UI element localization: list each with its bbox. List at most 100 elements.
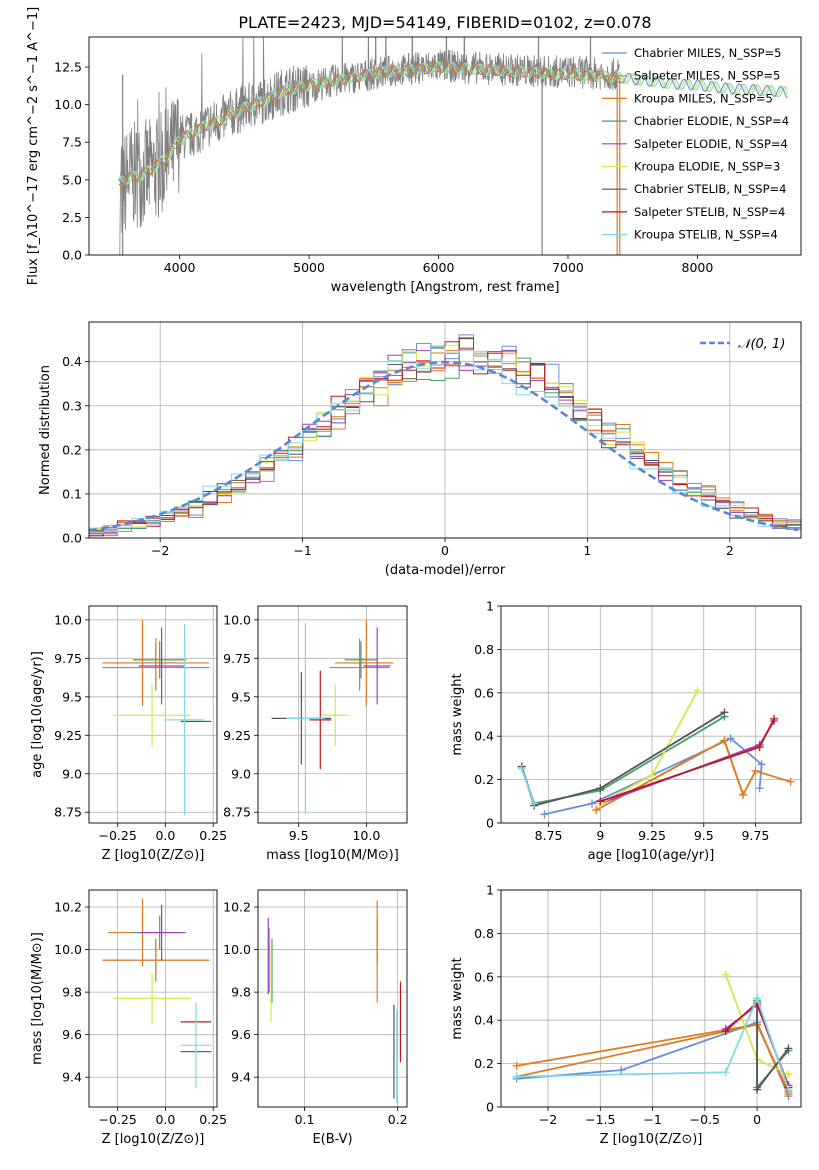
series-marker: [720, 736, 729, 745]
legend-label: Kroupa STELIB, N_SSP=4: [634, 228, 778, 242]
mass-weight-vs-metallicity-panel: −2 −1.5 −1 −0.5 0 0 0.2 0.4 0.6 0.8 1 Z [log10(Z/Z⊙…: [450, 883, 802, 1147]
series-marker: [755, 784, 764, 793]
y-tick-label: 10.0: [223, 942, 251, 957]
series-marker: [596, 797, 605, 806]
x-tick-label: −2: [539, 1112, 557, 1127]
y-tick-label: 8.75: [54, 805, 82, 820]
y-tick-label: 9.8: [231, 985, 251, 1000]
plot-area: [512, 970, 793, 1101]
age-vs-metallicity-panel: −0.25 0.0 0.25 8.75 9.0 9.25 9.5 9.75 10.0 Z [log…: [30, 605, 227, 863]
plot-area: [89, 334, 801, 537]
y-tick-label: 0.0: [62, 248, 82, 263]
y-tick-label: 10.0: [223, 612, 251, 627]
series-marker: [517, 764, 526, 773]
y-tick-label: 0: [486, 1100, 494, 1115]
x-axis-label: Z [log10(Z/Z⊙)]: [102, 848, 205, 863]
series-marker: [721, 970, 730, 979]
y-tick-label: 9.0: [231, 766, 251, 781]
axes-frame: [88, 889, 218, 1108]
series-marker: [753, 994, 762, 1003]
y-tick-label: 0.2: [474, 1056, 494, 1071]
model-spectrum: [118, 61, 788, 187]
axes-frame: [500, 889, 802, 1108]
x-tick-label: 10.0: [352, 828, 380, 843]
legend-label: 𝒩(0, 1): [738, 337, 785, 352]
series-marker: [784, 1085, 793, 1094]
y-tick-label: 10.2: [54, 900, 82, 915]
y-tick-label: 9.4: [62, 1070, 82, 1085]
x-axis-label: Z [log10(Z/Z⊙)]: [600, 1132, 703, 1147]
mass-weight-vs-age-panel: 8.75 9 9.25 9.5 9.75 0 0.2 0.4 0.6 0.8 1 age [log10…: [450, 599, 802, 863]
axes-frame: [88, 605, 218, 824]
x-tick-label: 9.25: [638, 828, 666, 843]
legend: Chabrier MILES, N_SSP=5 Salpeter MILES, N…: [602, 46, 789, 242]
y-tick-label: 9.5: [62, 689, 82, 704]
series-marker: [770, 714, 779, 723]
y-tick-label: 0.2: [62, 442, 82, 457]
x-tick-label: −1: [293, 543, 311, 558]
x-axis-label: age [log10(age/yr)]: [588, 848, 715, 863]
y-axis-label: mass weight: [450, 673, 465, 755]
plot-area: [102, 898, 212, 1088]
series-marker: [540, 810, 549, 819]
x-tick-label: −1.5: [585, 1112, 615, 1127]
y-tick-label: 2.5: [62, 210, 82, 225]
series-line: [599, 720, 775, 805]
x-tick-label: 9: [596, 828, 604, 843]
legend-label: Chabrier ELODIE, N_SSP=4: [634, 114, 789, 128]
spectrum-panel: 4000 5000 6000 7000 8000 0.0 2.5 5.0 7.5 10.0 12.5…: [26, 7, 802, 295]
series-marker: [693, 686, 702, 695]
x-tick-label: 9.5: [289, 828, 309, 843]
y-tick-label: 9.6: [231, 1027, 251, 1042]
series-marker: [726, 734, 735, 743]
x-tick-label: −1: [643, 1112, 661, 1127]
y-tick-label: 9.4: [231, 1070, 251, 1085]
series-line: [516, 995, 790, 1090]
series-marker: [721, 1068, 730, 1077]
series-line: [595, 739, 744, 811]
y-axis-label: Flux [f_λ10^−17 erg cm^−2 s^−1 A^−1]: [26, 7, 41, 285]
x-tick-label: 5000: [293, 260, 325, 275]
y-tick-label: 9.8: [62, 985, 82, 1000]
y-tick-label: 7.5: [62, 135, 82, 150]
mass-vs-metallicity-panel: −0.25 0.0 0.25 9.4 9.6 9.8 10.0 10.2 Z [log10(Z/…: [30, 889, 227, 1147]
x-tick-label: 0.25: [199, 1112, 227, 1127]
x-tick-label: 0.0: [155, 1112, 175, 1127]
legend-label: Chabrier MILES, N_SSP=5: [634, 46, 781, 60]
series-marker: [784, 1044, 793, 1053]
y-tick-label: 10.2: [223, 900, 251, 915]
x-tick-label: 9.5: [694, 828, 714, 843]
x-tick-label: −0.5: [690, 1112, 720, 1127]
legend-label: Salpeter ELODIE, N_SSP=4: [634, 137, 788, 151]
legend-label: Kroupa ELODIE, N_SSP=3: [634, 160, 780, 174]
y-tick-label: 0.8: [474, 642, 494, 657]
axes-frame: [257, 605, 408, 824]
series-marker: [512, 1072, 521, 1081]
series-marker: [751, 766, 760, 775]
y-tick-label: 9.5: [231, 689, 251, 704]
x-tick-label: −2: [151, 543, 169, 558]
y-tick-label: 0.3: [62, 398, 82, 413]
model-spectrum: [118, 61, 789, 186]
normal-curve: [89, 360, 799, 532]
y-tick-label: 0.6: [474, 685, 494, 700]
y-tick-label: 10.0: [54, 612, 82, 627]
x-tick-label: 8000: [682, 260, 714, 275]
axes-frame: [88, 36, 802, 256]
y-tick-label: 0.0: [62, 531, 82, 546]
legend-label: Kroupa MILES, N_SSP=5: [634, 91, 773, 105]
series-marker: [721, 1027, 730, 1036]
x-tick-label: 6000: [423, 260, 455, 275]
series-marker: [596, 784, 605, 793]
x-tick-label: 1: [583, 543, 591, 558]
series-marker: [755, 743, 764, 752]
series-marker: [720, 708, 729, 717]
series-line: [544, 737, 763, 816]
x-tick-label: 2: [726, 543, 734, 558]
y-tick-label: 0.6: [474, 969, 494, 984]
axes-frame: [257, 889, 408, 1108]
series-marker: [512, 1061, 521, 1070]
x-tick-label: 0: [441, 543, 449, 558]
legend-label: Chabrier STELIB, N_SSP=4: [634, 182, 786, 196]
y-tick-label: 8.75: [223, 805, 251, 820]
